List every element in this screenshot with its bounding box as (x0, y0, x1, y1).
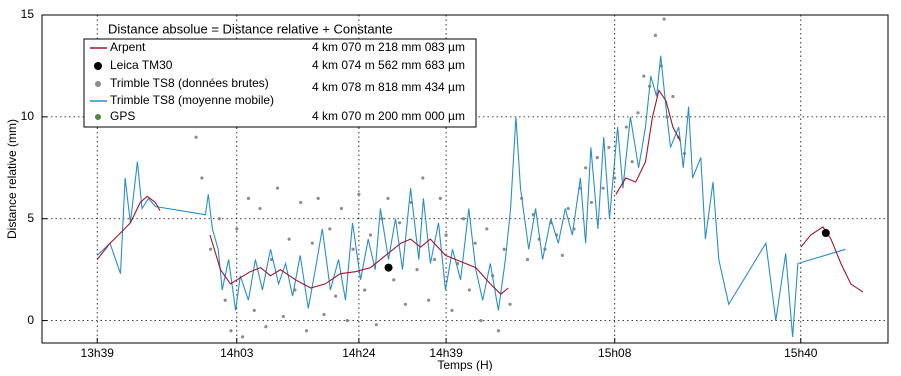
data-point (438, 196, 442, 200)
marks (96, 17, 864, 339)
legend: Arpent 4 km 070 m 218 mm 083 µm Leica TM30… (90, 40, 465, 123)
data-point (345, 318, 349, 323)
data-point (595, 156, 599, 160)
data-point (525, 257, 530, 262)
series-line (96, 89, 864, 295)
y-tick-label: 0 (27, 313, 34, 327)
legend-constant: 4 km 070 m 200 mm 000 µm (312, 109, 465, 123)
data-point (316, 196, 320, 200)
legend-label: Trimble TS8 (données brutes) (110, 76, 269, 90)
data-point (368, 233, 373, 237)
data-point (287, 237, 291, 241)
data-point (461, 217, 466, 221)
legend-label: GPS (110, 109, 135, 123)
data-point (351, 247, 355, 251)
data-point (229, 329, 233, 333)
legend-box (83, 38, 477, 128)
y-axis-label: Distance relative (mm) (5, 119, 19, 239)
data-point (339, 206, 344, 211)
data-point (560, 253, 564, 257)
data-point (485, 227, 489, 231)
data-point (450, 308, 454, 313)
data-point (630, 160, 634, 164)
data-point (322, 312, 326, 317)
data-point (304, 329, 309, 333)
data-point (502, 247, 506, 251)
data-point (334, 294, 338, 298)
data-point (473, 241, 477, 245)
series-line (96, 55, 846, 337)
data-point (200, 176, 204, 180)
data-point (386, 196, 390, 200)
data-point (613, 176, 617, 180)
data-point (427, 298, 431, 302)
data-point (252, 308, 256, 313)
data-point (403, 302, 408, 306)
x-tick-label: 14h03 (220, 346, 254, 360)
data-point (421, 176, 425, 180)
data-point (415, 268, 419, 272)
data-point (821, 228, 830, 237)
data-point (653, 33, 658, 37)
y-tick-label: 10 (21, 109, 35, 123)
data-point (223, 298, 227, 302)
x-tick-label: 15h08 (598, 346, 632, 360)
legend-constant: 4 km 070 m 218 mm 083 µm (312, 40, 465, 54)
legend-constant: 4 km 074 m 562 mm 683 µm (312, 58, 465, 72)
data-point (642, 74, 646, 78)
x-tick-label: 14h39 (429, 346, 463, 360)
data-point (246, 196, 251, 200)
y-tick-label: 5 (27, 211, 34, 225)
data-point (636, 111, 640, 115)
data-point (374, 323, 378, 327)
data-point (209, 247, 213, 251)
legend-swatch (95, 114, 101, 120)
data-point (496, 329, 501, 333)
x-axis-label: Temps (H) (437, 358, 492, 371)
legend-constant: 4 km 078 m 818 mm 434 µm (312, 80, 465, 94)
axes: 0 5 10 15 13h39 14h03 14h24 14h39 15h08 15h40 (21, 7, 818, 360)
data-point (328, 227, 332, 231)
data-point (363, 288, 367, 292)
data-point (671, 94, 675, 99)
data-point (662, 17, 666, 21)
data-point (310, 241, 314, 245)
legend-swatch (94, 62, 102, 70)
data-point (275, 186, 280, 190)
x-tick-label: 13h39 (81, 346, 115, 360)
data-point (281, 314, 285, 319)
data-point (235, 227, 239, 231)
data-point (584, 166, 588, 170)
data-point (299, 200, 303, 205)
data-point (217, 217, 221, 221)
y-tick-label: 15 (21, 7, 35, 21)
data-point (432, 257, 437, 262)
legend-label: Trimble TS8 (moyenne mobile) (110, 93, 274, 107)
data-point (601, 186, 605, 190)
data-point (384, 263, 393, 272)
data-point (397, 221, 402, 225)
plot-frame (41, 14, 889, 344)
data-point (357, 192, 361, 196)
legend-label: Arpent (110, 40, 146, 54)
legend-swatch (95, 81, 101, 87)
legend-label: Leica TM30 (110, 58, 173, 72)
data-point (392, 278, 396, 282)
data-point (566, 206, 570, 211)
x-tick-label: 14h24 (342, 346, 376, 360)
data-point (624, 125, 628, 129)
data-point (258, 206, 262, 211)
data-point (467, 288, 471, 292)
data-point (479, 318, 483, 323)
data-point (194, 135, 198, 139)
legend-title: Distance absolue = Distance relative + C… (108, 21, 393, 36)
data-point (444, 233, 448, 237)
data-point (589, 200, 594, 205)
data-point (240, 335, 245, 339)
data-point (264, 325, 268, 329)
x-tick-label: 15h40 (784, 346, 818, 360)
data-point (508, 302, 512, 306)
data-point (607, 145, 611, 150)
